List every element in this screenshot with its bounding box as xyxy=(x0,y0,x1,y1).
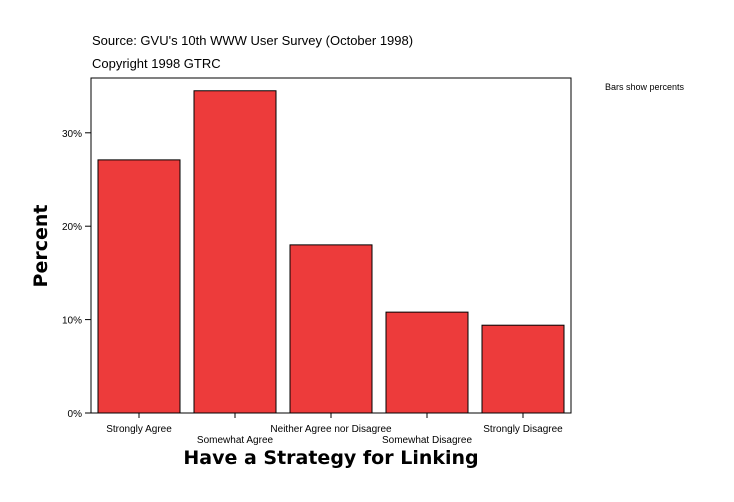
x-tick-label: Somewhat Disagree xyxy=(382,435,472,446)
y-tick-label: 20% xyxy=(62,222,82,233)
y-tick-label: 10% xyxy=(62,316,82,327)
bar-strongly-disagree xyxy=(481,324,565,414)
bars xyxy=(97,90,565,414)
x-tick-label: Strongly Agree xyxy=(106,424,172,435)
bars-note: Bars show percents xyxy=(605,82,685,92)
copyright-line: Copyright 1998 GTRC xyxy=(92,56,221,71)
y-axis-title: Percent xyxy=(30,205,52,288)
x-axis-title: Have a Strategy for Linking xyxy=(183,447,478,469)
x-tick-label: Somewhat Agree xyxy=(197,435,274,446)
bar-somewhat-agree xyxy=(193,90,277,414)
bar-neither-agree-nor-disagree xyxy=(289,244,373,414)
x-tick-label: Neither Agree nor Disagree xyxy=(270,424,392,435)
bar-somewhat-disagree xyxy=(385,311,469,414)
x-tick-label: Strongly Disagree xyxy=(483,424,563,435)
y-tick-label: 30% xyxy=(62,129,82,140)
bar-strongly-agree xyxy=(97,159,181,414)
y-axis: 0% 10% 20% 30% xyxy=(62,129,91,420)
source-line: Source: GVU's 10th WWW User Survey (Octo… xyxy=(92,33,413,48)
y-tick-label: 0% xyxy=(68,409,83,420)
